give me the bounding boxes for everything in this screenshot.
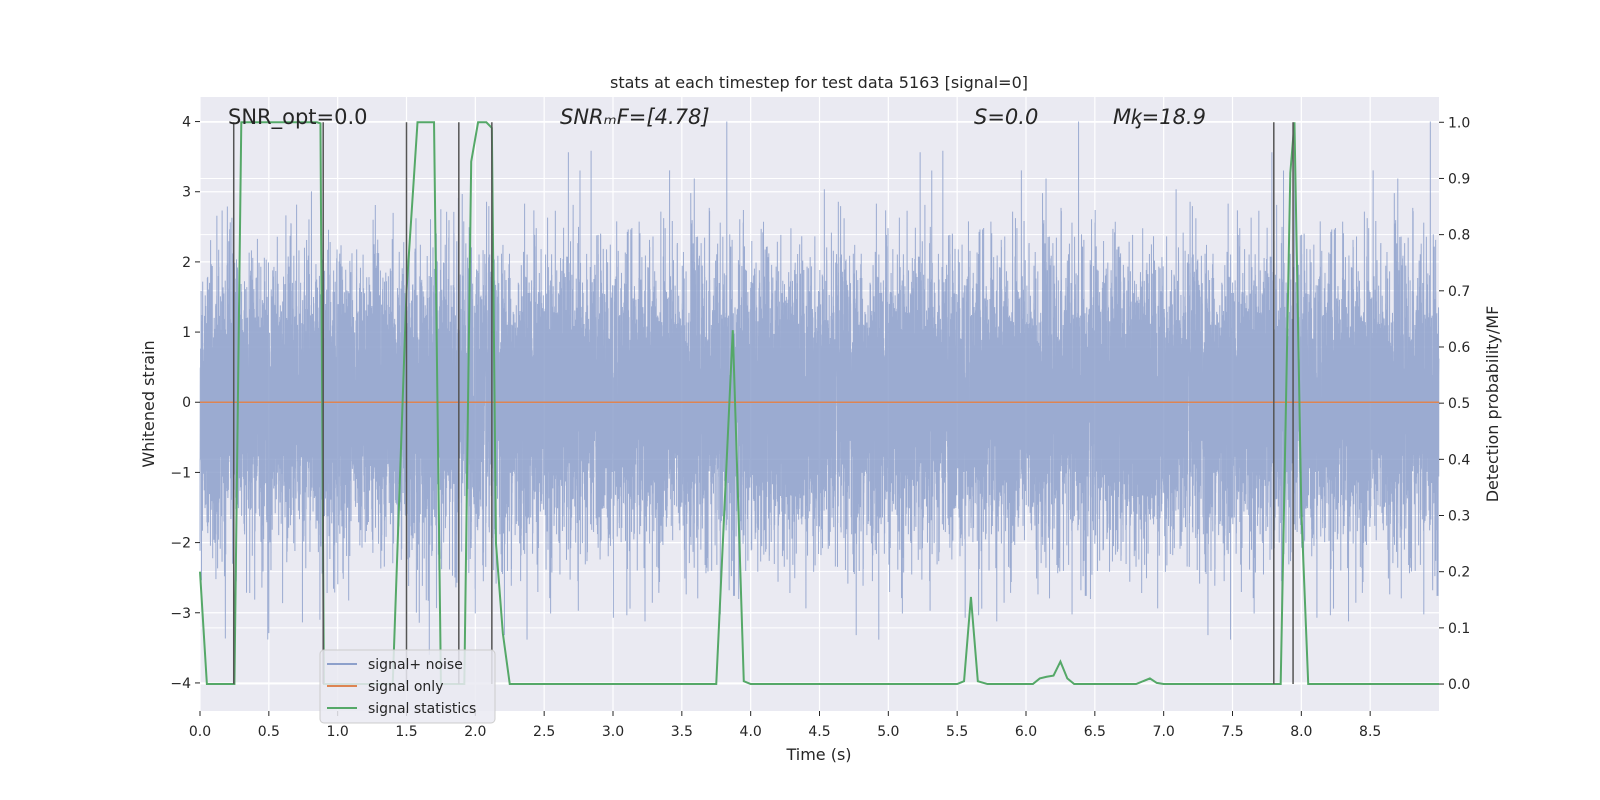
x-tick-label-11: 5.5 [946, 724, 968, 740]
x-tick-label-4: 2.0 [464, 724, 486, 740]
y-tick-label-5: 1 [182, 325, 191, 341]
vertical-markers [232, 122, 1294, 685]
y2-tick-label-4: 0.4 [1448, 452, 1470, 468]
legend-label-noise: signal+ noise [368, 657, 463, 673]
x-tick-label-3: 1.5 [395, 724, 417, 740]
legend: signal+ noise signal only signal statist… [319, 649, 496, 724]
x-tick-label-8: 4.0 [740, 724, 762, 740]
y-tick-label-3: −1 [170, 465, 191, 481]
x-tick-label-9: 4.5 [808, 724, 830, 740]
legend-label-stats: signal statistics [368, 701, 476, 717]
annotation-snr-opt: SNR_opt=0.0 [228, 105, 368, 130]
x-tick-label-10: 5.0 [877, 724, 899, 740]
y-tick-label-2: −2 [170, 536, 191, 552]
x-tick-label-6: 3.0 [602, 724, 624, 740]
x-tick-label-14: 7.0 [1153, 724, 1175, 740]
x-tick-label-13: 6.5 [1084, 724, 1106, 740]
y2-axis-label: Detection probability/MF [1483, 306, 1502, 503]
x-tick-label-12: 6.0 [1015, 724, 1037, 740]
annotation-snr-mf: SNRₘF=[4.78] [560, 105, 710, 129]
y2-tick-label-6: 0.6 [1448, 340, 1470, 356]
y-tick-label-8: 4 [182, 115, 191, 131]
annotation-s: S=0.0 [974, 105, 1038, 129]
y-tick-label-4: 0 [182, 395, 191, 411]
x-tick-label-16: 8.0 [1290, 724, 1312, 740]
y2-tick-label-9: 0.9 [1448, 171, 1470, 187]
y-axis-label: Whitened strain [139, 340, 158, 467]
y2-tick-label-0: 0.0 [1448, 677, 1470, 693]
legend-box [319, 649, 496, 724]
y-tick-label-7: 3 [182, 185, 191, 201]
y2-tick-label-10: 1.0 [1448, 115, 1470, 131]
x-axis-label: Time (s) [785, 745, 851, 764]
x-tick-label-1: 0.5 [258, 724, 280, 740]
x-tick-label-2: 1.0 [327, 724, 349, 740]
y2-tick-label-1: 0.1 [1448, 621, 1470, 637]
y-tick-label-0: −4 [170, 676, 191, 692]
x-tick-label-7: 3.5 [671, 724, 693, 740]
y2-tick-label-2: 0.2 [1448, 565, 1470, 581]
axes: 0.0 0.5 1.0 1.5 2.0 2.5 3.0 3.5 4.0 4.5 5.0 5.5 6.0 6… [170, 115, 1470, 740]
y-tick-label-6: 2 [182, 255, 191, 271]
y2-tick-label-8: 0.8 [1448, 228, 1470, 244]
annotation-mc: Mᶄ=18.9 [1113, 105, 1206, 129]
x-tick-label-5: 2.5 [533, 724, 555, 740]
x-tick-label-15: 7.5 [1221, 724, 1243, 740]
y-tick-label-1: −3 [170, 606, 191, 622]
chart-title: stats at each timestep for test data 516… [610, 73, 1028, 92]
x-tick-label-17: 8.5 [1359, 724, 1381, 740]
x-tick-label-0: 0.0 [189, 724, 211, 740]
y2-tick-label-3: 0.3 [1448, 509, 1470, 525]
y2-tick-label-5: 0.5 [1448, 396, 1470, 412]
legend-label-signal: signal only [368, 679, 443, 695]
y2-tick-label-7: 0.7 [1448, 284, 1470, 300]
